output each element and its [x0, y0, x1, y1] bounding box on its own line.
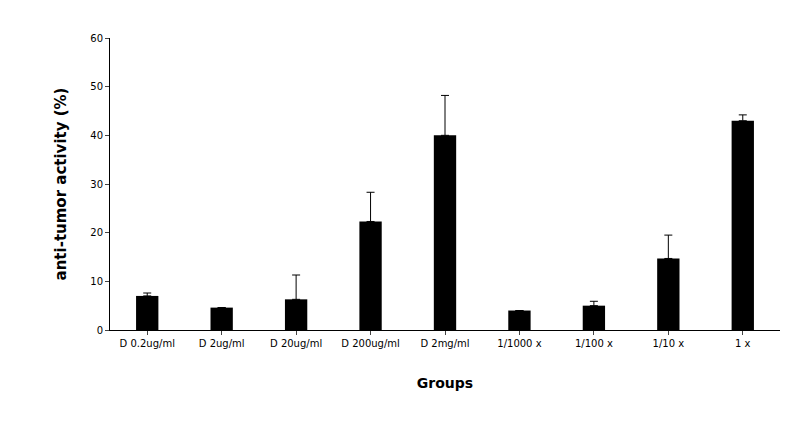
svg-text:10: 10: [90, 276, 103, 287]
svg-text:60: 60: [90, 33, 103, 44]
svg-text:0: 0: [97, 325, 103, 336]
svg-text:30: 30: [90, 179, 103, 190]
svg-text:20: 20: [90, 227, 103, 238]
svg-text:Groups: Groups: [417, 375, 473, 391]
svg-text:50: 50: [90, 81, 103, 92]
svg-text:40: 40: [90, 130, 103, 141]
svg-text:D 0.2ug/ml: D 0.2ug/ml: [120, 338, 175, 349]
svg-text:D 2mg/ml: D 2mg/ml: [420, 338, 469, 349]
svg-text:D 20ug/ml: D 20ug/ml: [270, 338, 322, 349]
svg-text:1/100 x: 1/100 x: [575, 338, 613, 349]
svg-text:1/1000 x: 1/1000 x: [497, 338, 541, 349]
svg-text:D 2ug/ml: D 2ug/ml: [199, 338, 245, 349]
svg-text:1 x: 1 x: [735, 338, 751, 349]
svg-text:anti-tumor activity (%): anti-tumor activity (%): [52, 88, 70, 281]
svg-text:1/10 x: 1/10 x: [653, 338, 685, 349]
svg-text:D 200ug/ml: D 200ug/ml: [341, 338, 400, 349]
